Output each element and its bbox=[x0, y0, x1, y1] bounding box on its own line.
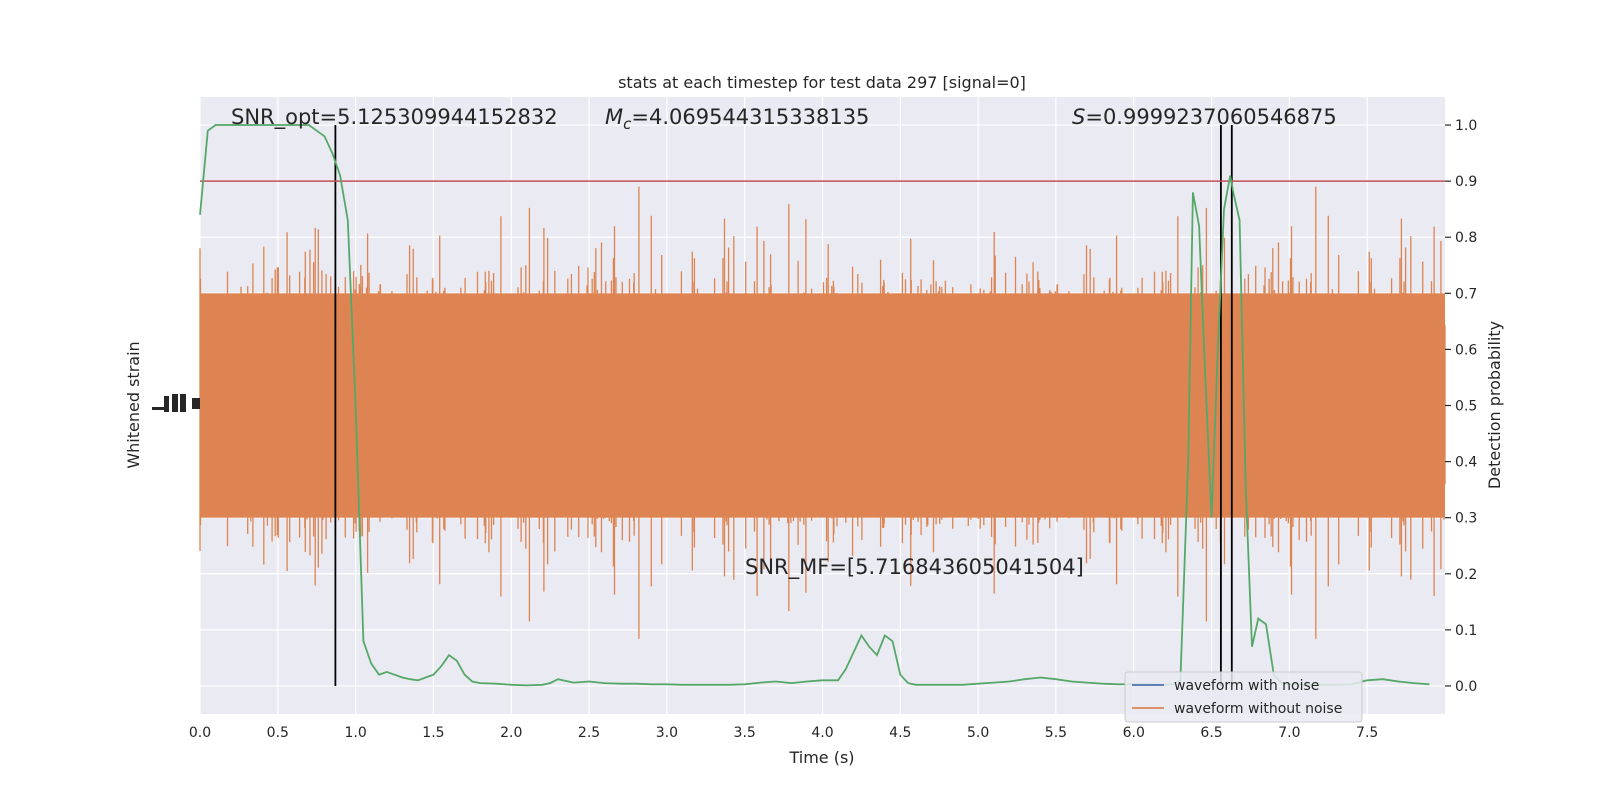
y-tick-label: 0.7 bbox=[1455, 286, 1477, 302]
x-tick-label: 4.5 bbox=[889, 725, 911, 741]
x-tick-label: 6.0 bbox=[1123, 725, 1145, 741]
score-annotation: S=0.9999237060546875 bbox=[1072, 105, 1337, 129]
left-tick-blob bbox=[152, 394, 200, 412]
x-tick-label: 2.0 bbox=[500, 725, 522, 741]
y-tick-label: 0.2 bbox=[1455, 567, 1477, 583]
x-tick-label: 3.0 bbox=[656, 725, 678, 741]
x-tick-label: 2.5 bbox=[578, 725, 600, 741]
chirp-mass-value: =4.069544315338135 bbox=[631, 105, 869, 129]
x-tick-label: 4.0 bbox=[811, 725, 833, 741]
vertical-lines bbox=[334, 125, 1233, 686]
x-tick-label: 0.0 bbox=[189, 725, 211, 741]
y-axis-label-right: Detection probability bbox=[1485, 321, 1504, 489]
snr-mf-annotation: SNR_MF=[5.716843605041504] bbox=[745, 555, 1084, 580]
x-tick-label: 5.0 bbox=[967, 725, 989, 741]
waveform-without-noise-line bbox=[199, 186, 1446, 639]
y-ticks-right: 0.0 0.1 0.2 0.3 0.4 0.5 0.6 0.7 0.8 0.9 1.0 bbox=[1445, 118, 1477, 695]
x-ticks: 0.0 0.5 1.0 1.5 2.0 2.5 3.0 3.5 4.0 4.5 5.0 5.5 6.0 6… bbox=[189, 725, 1378, 741]
y-tick-label: 1.0 bbox=[1455, 118, 1477, 134]
legend: waveform with noise waveform without noi… bbox=[1124, 671, 1363, 723]
score-value: =0.9999237060546875 bbox=[1085, 105, 1336, 129]
x-tick-label: 1.0 bbox=[344, 725, 366, 741]
x-tick-label: 1.5 bbox=[422, 725, 444, 741]
y-tick-label: 0.5 bbox=[1455, 399, 1477, 415]
detection-probability-line bbox=[199, 124, 1430, 687]
y-tick-label: 0.6 bbox=[1455, 342, 1477, 358]
x-tick-label: 0.5 bbox=[267, 725, 289, 741]
chirp-mass-symbol: M bbox=[605, 105, 623, 129]
score-symbol: S bbox=[1072, 105, 1085, 129]
chart-title: stats at each timestep for test data 297… bbox=[618, 73, 1026, 92]
x-axis-label: Time (s) bbox=[788, 748, 854, 767]
y-tick-label: 0.3 bbox=[1455, 511, 1477, 527]
x-tick-label: 6.5 bbox=[1200, 725, 1222, 741]
x-tick-label: 7.5 bbox=[1356, 725, 1378, 741]
chirp-mass-subscript: c bbox=[623, 115, 632, 133]
snr-opt-annotation: SNR_opt=5.125309944152832 bbox=[231, 105, 558, 130]
y-tick-label: 0.8 bbox=[1455, 230, 1477, 246]
y-tick-label: 0.0 bbox=[1455, 679, 1477, 695]
legend-box bbox=[1124, 671, 1363, 723]
legend-label-without-noise: waveform without noise bbox=[1174, 701, 1342, 717]
x-tick-label: 7.0 bbox=[1278, 725, 1300, 741]
y-tick-label: 0.4 bbox=[1455, 455, 1477, 471]
chirp-mass-annotation: Mc=4.069544315338135 bbox=[605, 105, 869, 133]
y-tick-label: 0.1 bbox=[1455, 623, 1477, 639]
legend-label-with-noise: waveform with noise bbox=[1174, 678, 1319, 694]
x-tick-label: 3.5 bbox=[734, 725, 756, 741]
y-tick-label: 0.9 bbox=[1455, 174, 1477, 190]
y-axis-label-left: Whitened strain bbox=[124, 341, 143, 468]
x-tick-label: 5.5 bbox=[1045, 725, 1067, 741]
